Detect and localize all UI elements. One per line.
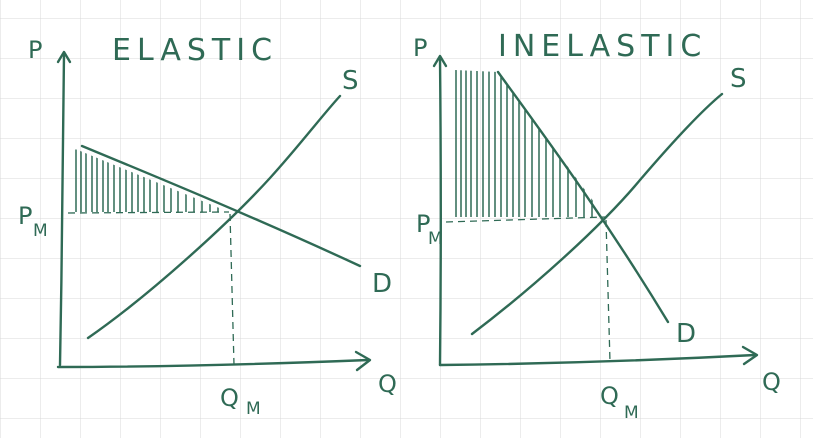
supply-curve: [86, 94, 342, 340]
x-axis-label: Q: [378, 370, 397, 398]
quantity-dashed-line: [229, 213, 235, 366]
y-axis: [438, 56, 442, 367]
demand-label: D: [372, 269, 392, 299]
supply-label: S: [730, 64, 747, 94]
quantity-subscript: M: [246, 399, 261, 419]
price-dashed-line: [67, 211, 230, 214]
quantity-subscript: M: [624, 403, 639, 423]
x-axis-arrowhead: [354, 350, 372, 372]
price-dashed-line: [445, 216, 606, 223]
y-axis-label: P: [413, 34, 427, 62]
x-axis: [56, 358, 370, 369]
price-label: P: [18, 202, 32, 230]
x-axis-label: Q: [762, 368, 781, 396]
panel-inelastic: INELASTIC P Q D S P M Q M: [413, 29, 781, 423]
price-subscript: M: [33, 221, 48, 241]
x-axis-arrowhead: [741, 345, 759, 366]
price-label: P: [416, 210, 430, 238]
demand-curve: [80, 144, 362, 268]
y-axis-arrowhead: [432, 54, 448, 68]
supply-label: S: [342, 66, 359, 96]
y-axis-label: P: [28, 36, 42, 64]
quantity-label: Q: [600, 382, 619, 410]
demand-curve: [496, 70, 670, 324]
panel-elastic: ELASTIC P Q D S P M Q M: [18, 33, 397, 419]
quantity-label: Q: [220, 384, 239, 412]
panel-title: ELASTIC: [112, 33, 278, 68]
supply-curve: [470, 92, 724, 336]
x-axis: [438, 353, 757, 367]
price-subscript: M: [428, 229, 443, 249]
demand-label: D: [676, 319, 696, 349]
y-axis-arrowhead: [56, 50, 72, 64]
y-axis: [58, 52, 66, 367]
panel-title: INELASTIC: [498, 29, 707, 64]
